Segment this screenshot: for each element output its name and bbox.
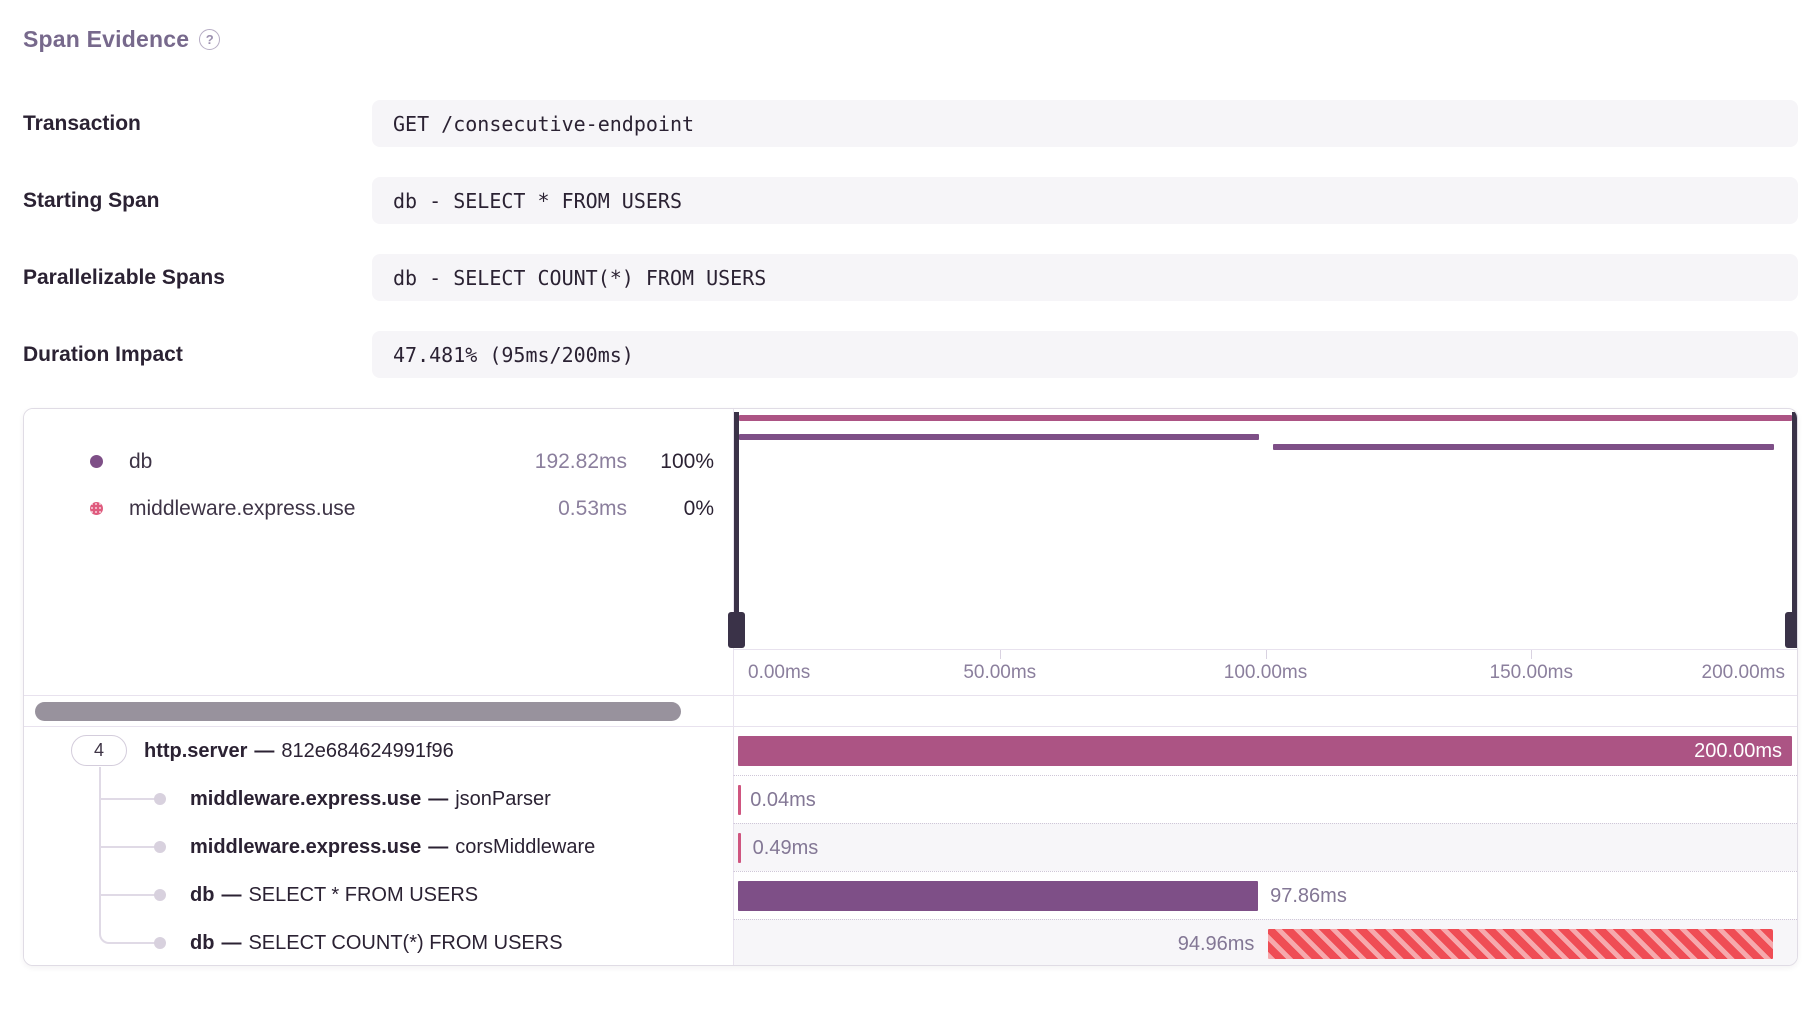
minimap-left-handle-line[interactable]	[734, 412, 739, 612]
legend-duration: 0.53ms	[558, 496, 627, 520]
span-children-count-badge[interactable]: 4	[71, 735, 127, 766]
minimap-row: db 192.82ms 100% middleware.express.use …	[24, 409, 1797, 649]
span-duration: 97.86ms	[1270, 885, 1347, 907]
legend-item-db: db 192.82ms 100%	[24, 438, 733, 485]
span-row-db-select[interactable]: db — SELECT * FROM USERS 97.86ms	[24, 871, 1797, 919]
span-evidence-page: Span Evidence ? Transaction GET /consecu…	[0, 26, 1820, 1020]
evidence-label: Parallelizable Spans	[23, 265, 225, 289]
span-bar-db-select[interactable]	[738, 881, 1259, 911]
span-row-json-parser[interactable]: middleware.express.use — jsonParser 0.04ms	[24, 775, 1797, 823]
span-op: db	[190, 931, 215, 954]
evidence-row-starting-span: Starting Span db - SELECT * FROM USERS	[23, 177, 1820, 224]
span-description: SELECT COUNT(*) FROM USERS	[248, 931, 563, 954]
span-legend: db 192.82ms 100% middleware.express.use …	[24, 409, 733, 649]
trace-minimap[interactable]	[728, 409, 1797, 649]
axis-tick	[1265, 650, 1267, 659]
legend-percent: 100%	[660, 449, 714, 473]
help-icon[interactable]: ?	[199, 29, 221, 50]
separator: —	[221, 931, 242, 954]
span-duration: 200.00ms	[1694, 740, 1782, 762]
evidence-label: Transaction	[23, 111, 141, 135]
span-op: db	[190, 883, 215, 906]
tree-node-dot-icon	[154, 937, 166, 949]
page-header: Span Evidence ?	[23, 26, 1820, 53]
separator: —	[428, 787, 449, 810]
span-description: 812e684624991f96	[281, 739, 454, 762]
tree-node-dot-icon	[154, 889, 166, 901]
tree-node-dot-icon	[154, 793, 166, 805]
minimap-right-grip[interactable]	[1785, 612, 1797, 648]
legend-name: middleware.express.use	[129, 496, 356, 520]
page-title: Span Evidence	[23, 26, 190, 52]
evidence-label: Starting Span	[23, 188, 160, 212]
evidence-value: 47.481% (95ms/200ms)	[372, 331, 1798, 378]
separator: —	[254, 739, 275, 762]
minimap-left-grip[interactable]	[728, 612, 745, 648]
scrollbar-track	[24, 696, 733, 726]
evidence-value: db - SELECT COUNT(*) FROM USERS	[372, 254, 1798, 301]
axis-tick	[1531, 650, 1533, 659]
span-description: jsonParser	[455, 787, 551, 810]
span-duration: 0.04ms	[750, 789, 816, 811]
scrollbar-right-spacer	[733, 696, 1797, 726]
evidence-row-transaction: Transaction GET /consecutive-endpoint	[23, 100, 1820, 147]
tree-connector	[99, 846, 155, 848]
separator: —	[221, 883, 242, 906]
evidence-value: GET /consecutive-endpoint	[372, 100, 1798, 147]
tree-connector	[99, 919, 155, 944]
axis-label: 0.00ms	[748, 662, 811, 683]
minimap-bar-db-count	[1272, 444, 1775, 450]
tree-connector	[99, 767, 101, 775]
evidence-value: db - SELECT * FROM USERS	[372, 177, 1798, 224]
span-op: middleware.express.use	[190, 787, 422, 810]
evidence-label: Duration Impact	[23, 342, 183, 366]
separator: —	[428, 835, 449, 858]
axis-left-spacer	[24, 649, 733, 695]
span-row-http-server[interactable]: 4 http.server — 812e684624991f96 200.00ms	[24, 727, 1797, 775]
legend-name: db	[129, 449, 153, 473]
minimap-bar-http-server	[739, 415, 1792, 421]
tree-connector	[99, 798, 155, 800]
minimap-bar-db-select	[739, 434, 1260, 440]
legend-item-middleware: middleware.express.use 0.53ms 0%	[24, 485, 733, 532]
axis-label: 200.00ms	[1701, 662, 1785, 683]
evidence-row-parallelizable-spans: Parallelizable Spans db - SELECT COUNT(*…	[23, 254, 1820, 301]
horizontal-scrollbar-thumb[interactable]	[35, 702, 681, 721]
legend-db-dot-icon	[90, 455, 103, 468]
tree-connector	[99, 894, 155, 896]
evidence-table: Transaction GET /consecutive-endpoint St…	[23, 100, 1820, 378]
span-row-db-count[interactable]: db — SELECT COUNT(*) FROM USERS 94.96ms	[24, 919, 1797, 965]
time-axis-row: 0.00ms 50.00ms 100.00ms 150.00ms 200.00m…	[24, 649, 1797, 695]
span-duration: 94.96ms	[1177, 933, 1255, 955]
legend-middleware-dot-icon	[90, 502, 103, 515]
time-axis: 0.00ms 50.00ms 100.00ms 150.00ms 200.00m…	[733, 649, 1797, 695]
evidence-row-duration-impact: Duration Impact 47.481% (95ms/200ms)	[23, 331, 1820, 378]
axis-label: 100.00ms	[1223, 662, 1308, 683]
span-duration: 0.49ms	[752, 837, 819, 859]
minimap-right-handle-line[interactable]	[1792, 412, 1797, 612]
legend-duration: 192.82ms	[534, 449, 627, 473]
span-description: corsMiddleware	[455, 835, 596, 858]
span-description: SELECT * FROM USERS	[248, 883, 479, 906]
span-trace-viewer: db 192.82ms 100% middleware.express.use …	[23, 408, 1798, 966]
span-bar-db-count-hatched[interactable]	[1268, 929, 1774, 959]
axis-label: 50.00ms	[963, 662, 1037, 683]
tree-node-dot-icon	[154, 841, 166, 853]
span-op: http.server	[144, 739, 248, 762]
axis-tick	[999, 650, 1001, 659]
axis-label: 150.00ms	[1489, 662, 1573, 683]
legend-percent: 0%	[683, 496, 714, 520]
span-op: middleware.express.use	[190, 835, 422, 858]
span-bar-cors-middleware[interactable]	[738, 833, 741, 863]
scrollbar-row	[24, 695, 1797, 727]
span-bar-json-parser[interactable]	[738, 785, 741, 815]
span-bar-http-server[interactable]: 200.00ms	[738, 736, 1792, 766]
span-row-cors-middleware[interactable]: middleware.express.use — corsMiddleware 0.…	[24, 823, 1797, 871]
